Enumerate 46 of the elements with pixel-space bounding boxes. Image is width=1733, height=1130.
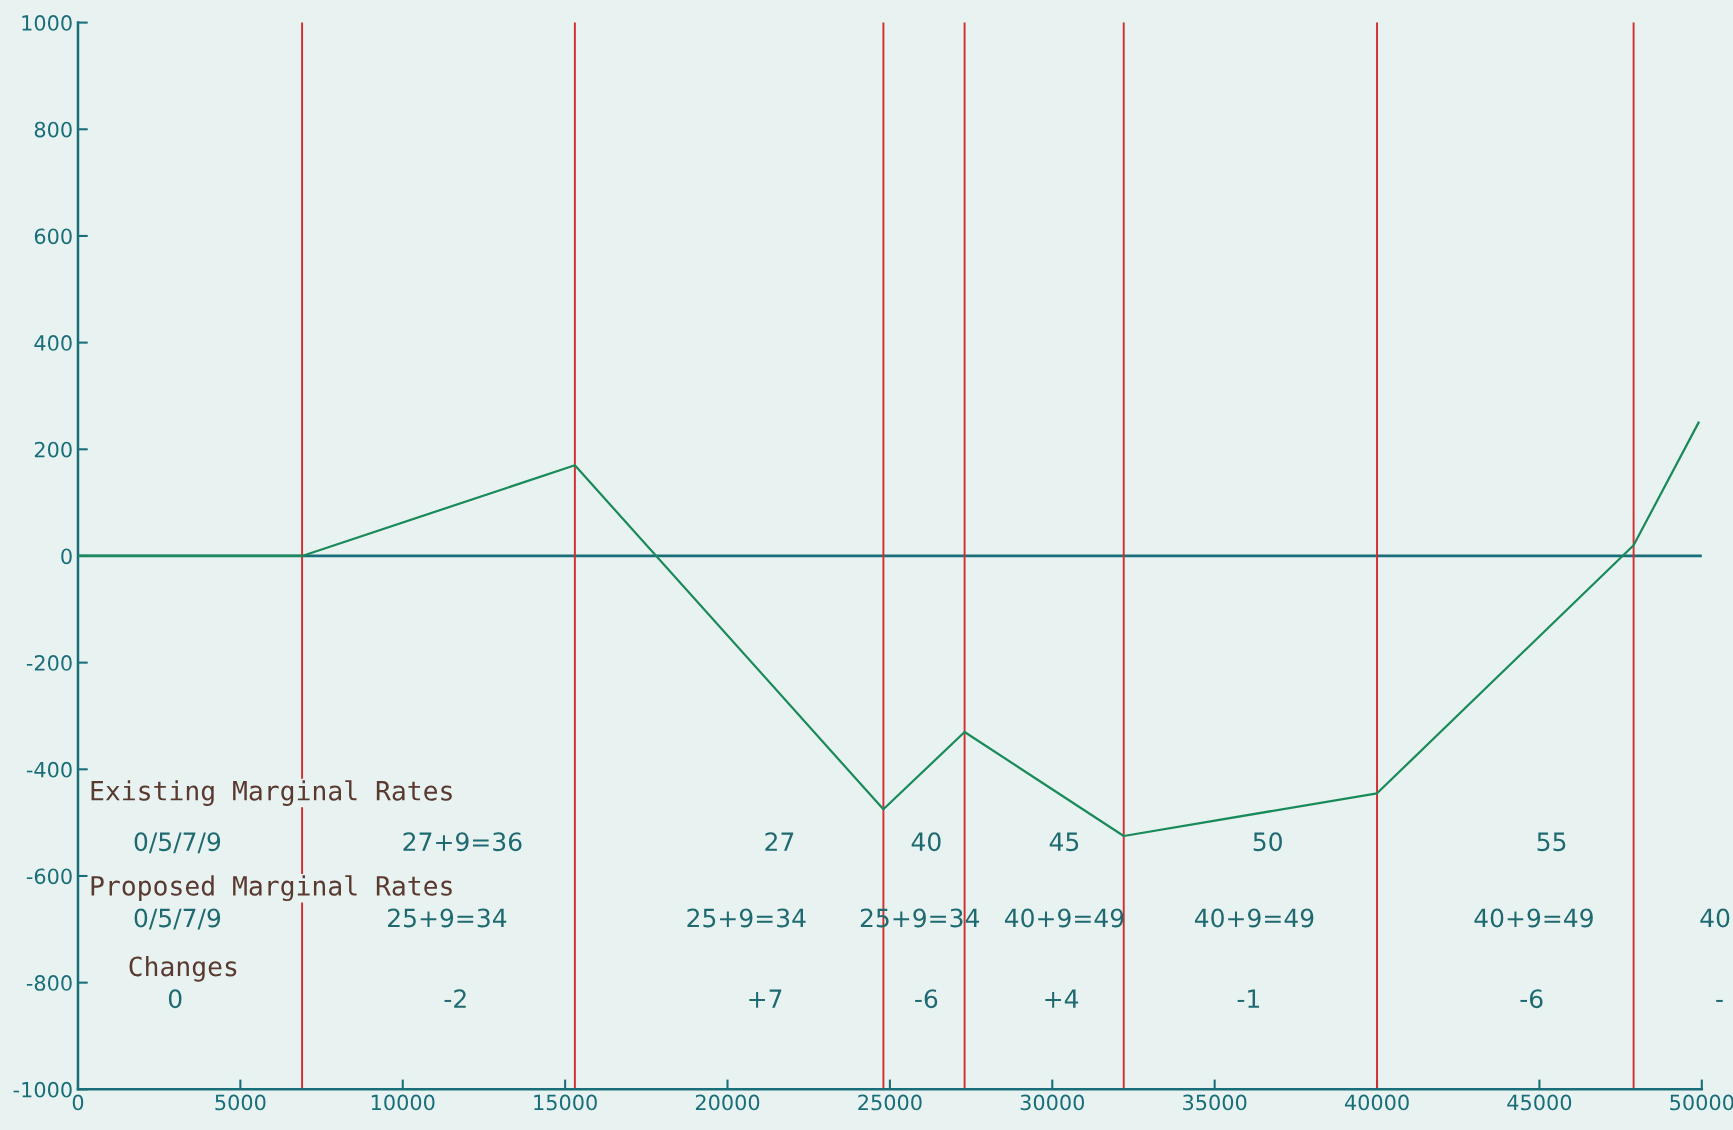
- y-tick-label: 0: [61, 548, 72, 565]
- x-tick-label: 5000: [215, 1094, 266, 1111]
- annotation: 0: [168, 989, 182, 1009]
- y-tick-label: 1000: [22, 15, 72, 31]
- annotation: 25+9=34: [388, 908, 507, 928]
- text: -: [1716, 999, 1723, 1002]
- annotation: 50: [1253, 832, 1282, 852]
- annotation: Proposed Marginal Rates: [91, 875, 452, 902]
- y-tick-label: -200: [26, 655, 72, 671]
- x-tick-label: 30000: [1020, 1094, 1085, 1111]
- annotation: 25+9=34: [687, 908, 806, 928]
- annotation: -2: [444, 989, 466, 1008]
- y-tick-label: -1000: [13, 1081, 72, 1098]
- x-tick-label: 45000: [1507, 1094, 1572, 1111]
- y-tick-label: 200: [34, 441, 72, 458]
- x-tick-label: 35000: [1183, 1094, 1247, 1111]
- y-tick-label: -600: [26, 868, 72, 885]
- y-tick-label: 400: [34, 335, 72, 351]
- x-tick-label: 50000: [1670, 1094, 1733, 1111]
- annotation: 0/5/7/9: [134, 832, 221, 854]
- x-tick-label: 0: [72, 1094, 84, 1111]
- y-tick-label: 600: [34, 228, 72, 245]
- annotation: -1: [1237, 989, 1260, 1008]
- annotation: -6: [915, 989, 938, 1009]
- annotation: 27: [765, 832, 794, 851]
- x-tick-label: 20000: [695, 1094, 760, 1111]
- annotation: Existing Marginal Rates: [91, 780, 452, 806]
- annotation: 45: [1049, 832, 1079, 852]
- annotation: 27+9=36: [403, 832, 522, 852]
- annotation: Changes: [129, 955, 237, 982]
- annotation: 0/5/7/9: [134, 908, 221, 930]
- annotation: 40+9=49: [1194, 908, 1314, 928]
- x-tick-label: 15000: [534, 1094, 597, 1111]
- y-tick-label: -400: [26, 761, 72, 778]
- x-tick-label: 10000: [371, 1094, 435, 1111]
- y-tick-label: -800: [26, 975, 72, 991]
- annotation: 55: [1537, 832, 1566, 852]
- annotation: 40: [911, 832, 941, 852]
- x-tick-label: 25000: [858, 1094, 922, 1111]
- annotation: 40+9=49: [1474, 908, 1593, 928]
- annotation: +4: [1045, 989, 1079, 1008]
- x-tick-label: 40000: [1344, 1094, 1409, 1111]
- y-tick-label: 800: [34, 121, 72, 138]
- annotation: 40: [1700, 908, 1730, 928]
- annotation: -6: [1520, 989, 1543, 1009]
- annotation: +7: [749, 989, 782, 1008]
